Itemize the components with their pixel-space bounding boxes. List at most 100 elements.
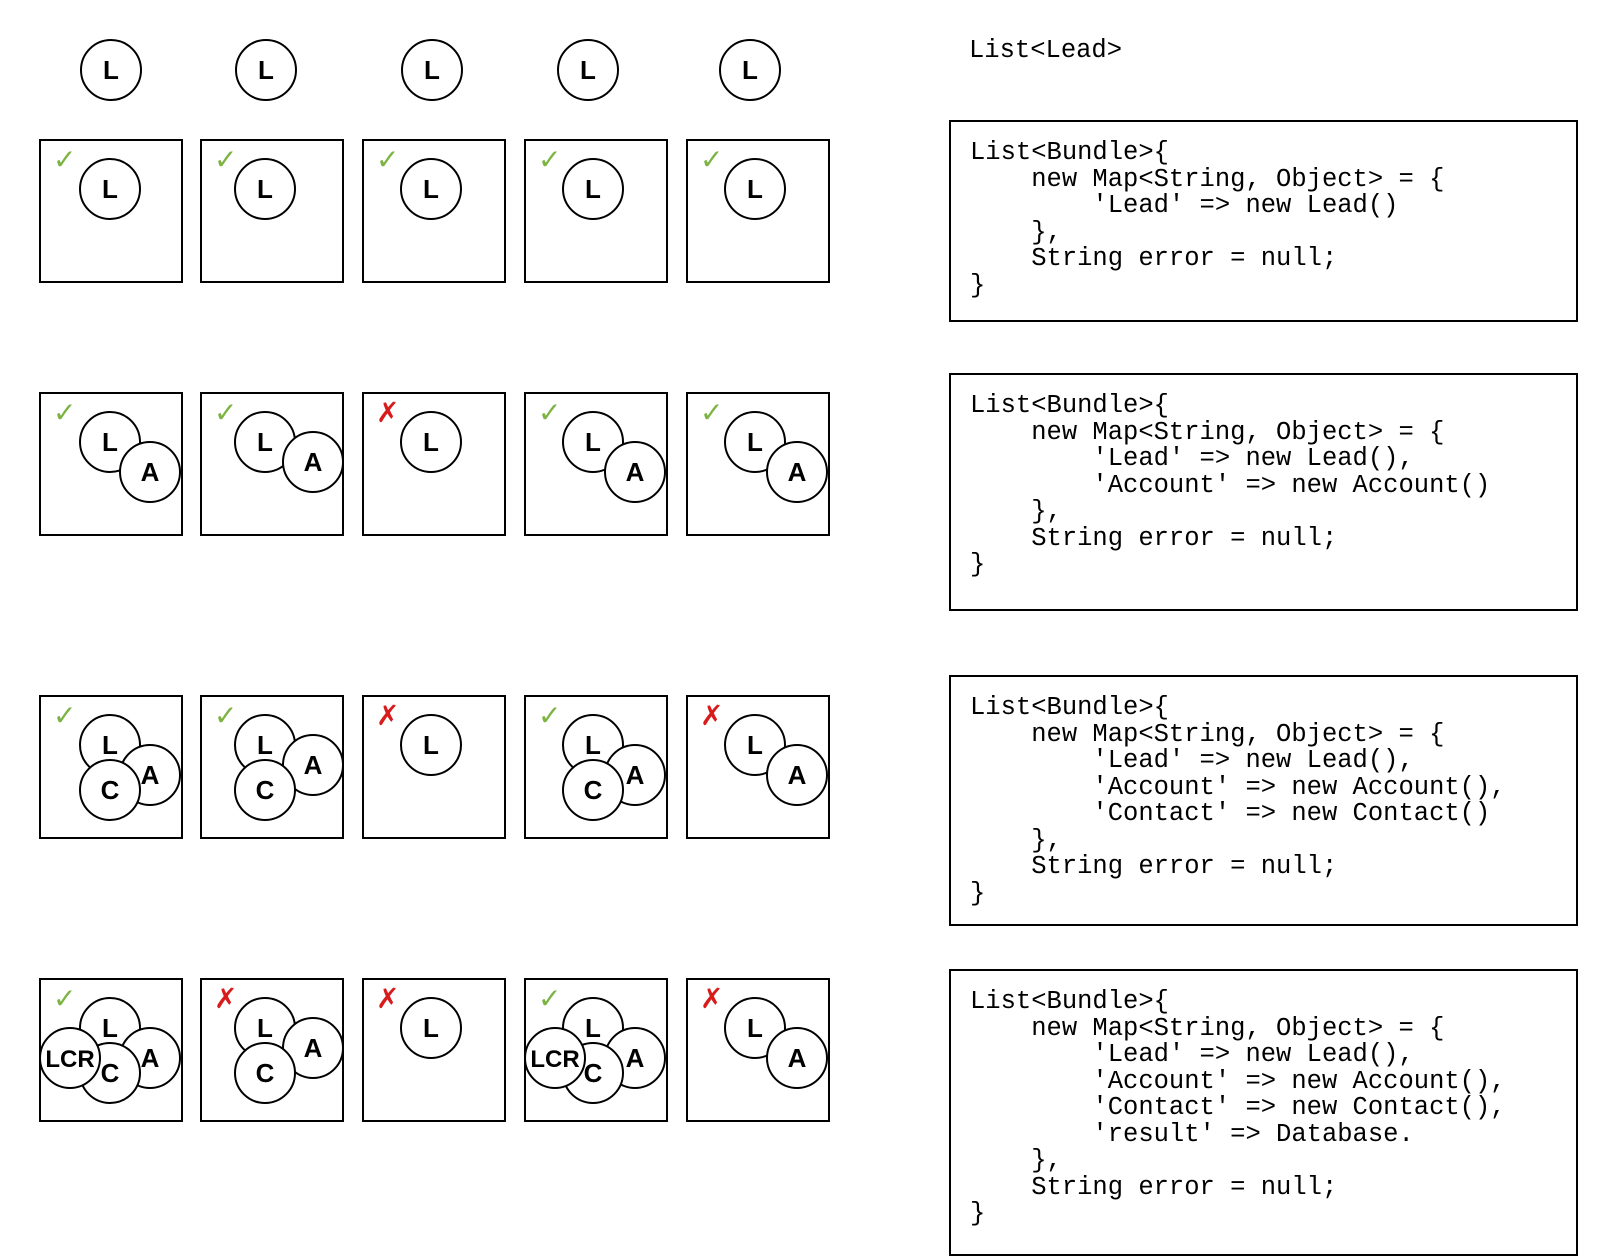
check-mark-icon: ✓ <box>538 699 561 732</box>
cell-r3-c2: L AC ✓ <box>200 695 344 839</box>
check-mark-icon: ✓ <box>214 699 237 732</box>
entity-circle-a-label: A <box>626 457 645 487</box>
code-text-row-2: List<Bundle>{ new Map<String, Object> = … <box>970 391 1491 579</box>
cell-r2-c5: LA ✓ <box>686 392 830 536</box>
cell-r1-c3: L✓ <box>362 139 506 283</box>
entity-circle-a: A <box>604 441 666 503</box>
entity-circle-c-label: C <box>584 775 603 805</box>
code-text-row-1: List<Bundle>{ new Map<String, Object> = … <box>970 138 1445 300</box>
check-mark-icon: ✓ <box>538 396 561 429</box>
entity-circle-a-shape <box>766 1027 828 1089</box>
header-circle-2: L <box>235 39 297 101</box>
cell-r3-c5: LA ✗ <box>686 695 830 839</box>
header-circle-3: L <box>401 39 463 101</box>
entity-circle-lcr: LCR <box>524 1027 586 1089</box>
header-circle-5: L <box>719 39 781 101</box>
entity-circle-c-label: C <box>256 775 275 805</box>
cell-r4-c3: L✗ <box>362 978 506 1122</box>
entity-circle-a-shape <box>604 441 666 503</box>
cell-r3-c4: LAC ✓ <box>524 695 668 839</box>
entity-circle-c: C <box>79 759 141 821</box>
entity-circle-l: L <box>234 158 296 220</box>
entity-circle-a-shape <box>766 744 828 806</box>
entity-circle-l-label: L <box>585 174 601 204</box>
header-circle-2-label: L <box>258 55 274 85</box>
check-mark-icon: ✓ <box>700 396 723 429</box>
entity-circle-l-label: L <box>102 730 118 760</box>
entity-circle-l-label: L <box>423 427 439 457</box>
entity-circle-c: C <box>562 759 624 821</box>
entity-circle-c-shape <box>79 759 141 821</box>
header-circle-2-shape <box>235 39 297 101</box>
entity-circle-c-label: C <box>584 1058 603 1088</box>
cross-mark-icon: ✗ <box>700 982 723 1015</box>
header-circle-3-shape <box>401 39 463 101</box>
entity-circle-a-label: A <box>304 750 323 780</box>
entity-circle-l-label: L <box>257 730 273 760</box>
code-box-row-3: List<Bundle>{ new Map<String, Object> = … <box>949 675 1578 926</box>
cell-r2-c1: LA ✓ <box>39 392 183 536</box>
cell-r1-c5: L✓ <box>686 139 830 283</box>
entity-circle-a-label: A <box>141 1043 160 1073</box>
entity-circle-l-label: L <box>747 427 763 457</box>
header-code: List<Lead> <box>969 37 1122 65</box>
entity-circle-c-label: C <box>101 1058 120 1088</box>
code-text-row-4: List<Bundle>{ new Map<String, Object> = … <box>970 987 1506 1228</box>
check-mark-icon: ✓ <box>53 396 76 429</box>
entity-circle-l-label: L <box>102 1013 118 1043</box>
cross-mark-icon: ✗ <box>214 982 237 1015</box>
check-mark-icon: ✓ <box>214 143 237 176</box>
entity-circle-a-label: A <box>626 1043 645 1073</box>
cell-r2-c3: L✗ <box>362 392 506 536</box>
cell-r3-c1: LAC ✓ <box>39 695 183 839</box>
entity-circle-l-shape <box>79 158 141 220</box>
entity-circle-l: L <box>400 158 462 220</box>
header-circle-5-label: L <box>742 55 758 85</box>
check-mark-icon: ✓ <box>700 143 723 176</box>
header-circle-1: L <box>80 39 142 101</box>
entity-circle-l-label: L <box>102 174 118 204</box>
code-box-row-4: List<Bundle>{ new Map<String, Object> = … <box>949 969 1578 1256</box>
entity-circle-l-label: L <box>585 730 601 760</box>
entity-circle-l-label: L <box>747 174 763 204</box>
entity-circle-a: A <box>119 441 181 503</box>
entity-circle-c-shape <box>234 759 296 821</box>
cell-r1-c1: L✓ <box>39 139 183 283</box>
cell-r2-c4: LA ✓ <box>524 392 668 536</box>
entity-circle-l-label: L <box>423 174 439 204</box>
entity-circle-l-label: L <box>423 730 439 760</box>
entity-circle-a: A <box>766 441 828 503</box>
cell-r4-c2: L AC ✗ <box>200 978 344 1122</box>
entity-circle-a-shape <box>119 441 181 503</box>
entity-circle-l-label: L <box>585 1013 601 1043</box>
header-circle-1-label: L <box>103 55 119 85</box>
entity-circle-lcr: LCR <box>39 1027 101 1089</box>
entity-circle-lcr-shape <box>39 1027 101 1089</box>
entity-circle-l: L <box>724 158 786 220</box>
entity-circle-l: L <box>562 158 624 220</box>
entity-circle-l-shape <box>400 158 462 220</box>
entity-circle-c-label: C <box>101 775 120 805</box>
entity-circle-l: L <box>234 411 296 473</box>
entity-circle-a-label: A <box>141 760 160 790</box>
entity-circle-l-label: L <box>423 1013 439 1043</box>
entity-circle-l-label: L <box>257 427 273 457</box>
header-circle-1-shape <box>80 39 142 101</box>
entity-circle-a: A <box>282 1017 344 1079</box>
check-mark-icon: ✓ <box>53 699 76 732</box>
entity-circle-l-label: L <box>257 1013 273 1043</box>
entity-circle-l-shape <box>234 158 296 220</box>
entity-circle-l: L <box>400 411 462 473</box>
entity-circle-l-label: L <box>257 174 273 204</box>
cell-r4-c5: LA ✗ <box>686 978 830 1122</box>
entity-circle-lcr-label: LCR <box>530 1046 579 1073</box>
entity-circle-a-label: A <box>788 457 807 487</box>
cell-r1-c2: L✓ <box>200 139 344 283</box>
entity-circle-a: A <box>282 734 344 796</box>
entity-circle-c-shape <box>234 1042 296 1104</box>
entity-circle-l-label: L <box>102 427 118 457</box>
entity-circle-c-shape <box>562 759 624 821</box>
header-circle-3-label: L <box>424 55 440 85</box>
entity-circle-l: L <box>400 714 462 776</box>
header-circle-5-shape <box>719 39 781 101</box>
